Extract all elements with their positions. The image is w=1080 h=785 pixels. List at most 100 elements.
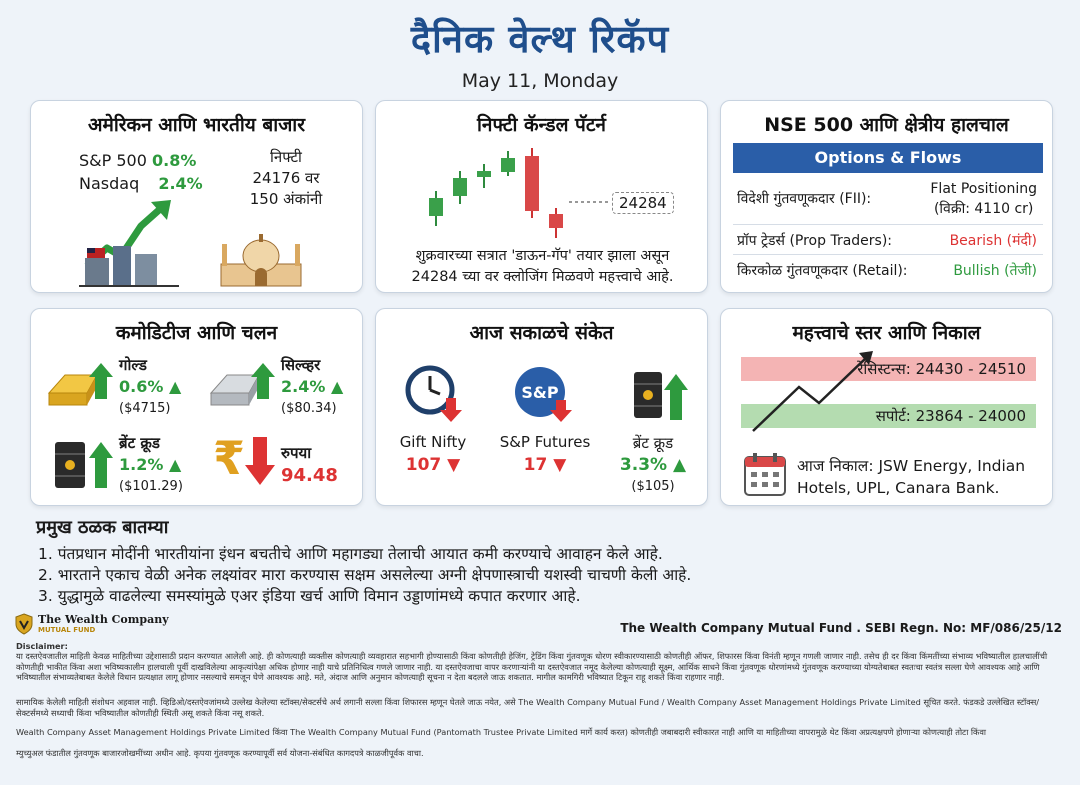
candle-chart-icon [429,148,609,238]
sebi-registration: The Wealth Company Mutual Fund . SEBI Re… [620,621,1062,635]
us-market-illustration-icon [79,200,179,287]
silver-pct: 2.4% ▲ [281,377,343,396]
fii-value: Flat Positioning (विक्री: 4110 cr) [930,179,1037,219]
sp500-label: S&P 500 [79,151,147,170]
prop-label: प्रॉप ट्रेडर्स (Prop Traders): [737,233,893,249]
fii-value-line1: Flat Positioning [930,181,1037,197]
support-band: सपोर्ट: 23864 - 24000 [741,404,1036,428]
levels-card: महत्त्वाचे स्तर आणि निकाल रेसिस्टन्स: 24… [720,308,1053,506]
nifty-text: निफ्टी 24176 वर 150 अंकांनी [231,147,341,210]
nifty-line1: निफ्टी [270,148,302,166]
sp-futures-value-text: 17 [523,455,548,475]
gift-nifty-value-text: 107 [405,455,442,475]
candle-description: शुक्रवारच्या सत्रात 'डाऊन-गॅप' तयार झाला… [376,246,709,288]
sp500-value: 0.8% [152,151,197,170]
candle-desc-line2: 24284 च्या वर क्लोजिंग मिळवणे महत्त्वाचे… [411,269,674,285]
cues-card: आज सकाळचे संकेत Gift Nifty 107 ▼ S&P S&P… [375,308,708,506]
sp-futures-value: 17 ▼ [490,455,600,475]
sp-futures-icon [515,367,572,422]
brent-price: ($101.29) [119,479,183,494]
rupee-name: रुपया [281,444,312,462]
nifty-line3: 150 अंकांनी [249,190,323,208]
commodities-title: कमोडिटीज आणि चलन [115,322,278,344]
prop-value: Bearish (मंदी) [949,233,1037,249]
disclaimer-para2: सामायिक केलेली माहिती संशोधन अहवाल नाही.… [16,697,1039,718]
markets-title: अमेरिकन आणि भारतीय बाजार [87,114,305,136]
prop-row: प्रॉप ट्रेडर्स (Prop Traders): Bearish (… [733,225,1043,255]
silver-bar-icon [209,363,275,406]
up-arrow-icon: ▲ [330,377,344,396]
logo-name: The Wealth Company [38,613,169,626]
nasdaq-value: 2.4% [158,174,203,193]
gold-pct: 0.6% ▲ [119,377,181,396]
fii-label: विदेशी गुंतवणूकदार (FII): [737,191,872,207]
cue-brent-value-text: 3.3% [619,455,668,475]
oil-barrel-icon [634,372,688,420]
up-arrow-icon: ▲ [168,455,182,474]
page-title: दैनिक वेल्थ रिकॅप [410,17,670,61]
levels-title: महत्त्वाचे स्तर आणि निकाल [792,322,981,344]
clock-icon [405,365,462,422]
fii-row: विदेशी गुंतवणूकदार (FII): Flat Positioni… [733,175,1043,225]
results-line2: Hotels, UPL, Canara Bank. [797,479,1000,497]
brent-pct: 1.2% ▲ [119,455,181,474]
candle-desc-line1: शुक्रवारच्या सत्रात 'डाऊन-गॅप' तयार झाला… [415,248,670,264]
logo-shield-icon [15,613,33,635]
oil-barrel-icon [55,442,113,488]
down-arrow-icon: ▼ [553,455,567,475]
resistance-band: रेसिस्टन्स: 24430 - 24510 [741,357,1036,381]
sp-futures-name: S&P Futures [499,433,591,451]
brent-name: ब्रेंट क्रूड [119,434,160,452]
gold-pct-text: 0.6% [119,377,164,396]
cue-brent-value: 3.3% ▲ [598,455,708,475]
commodities-card: कमोडिटीज आणि चलन गोल्ड 0.6% ▲ ($4715) सि… [30,308,363,506]
candle-card: निफ्टी कॅन्डल पॅटर्न 24284 शुक्रवारच्या … [375,100,708,293]
candle-title: निफ्टी कॅन्डल पॅटर्न [477,114,606,136]
nifty-line2: 24176 वर [252,169,320,187]
silver-pct-text: 2.4% [281,377,326,396]
gold-bar-icon [47,363,113,406]
candle-level-box: 24284 [612,192,674,214]
cues-title: आज सकाळचे संकेत [469,322,614,344]
results-line1: आज निकाल: JSW Energy, Indian [797,457,1026,475]
gift-nifty-value: 107 ▼ [378,455,488,475]
rupee-value: 94.48 [281,465,338,486]
news-item: 1. पंतप्रधान मोदींनी भारतीयांना इंधन बचत… [38,545,663,563]
markets-card: अमेरिकन आणि भारतीय बाजार S&P 500 0.8% Na… [30,100,363,293]
silver-name: सिल्व्हर [281,356,321,374]
retail-value: Bullish (तेजी) [953,263,1037,279]
trend-line-icon [752,351,873,432]
page-date: May 11, Monday [461,70,619,92]
down-arrow-icon: ▼ [447,455,461,475]
news-item: 2. भारताने एकाच वेळी अनेक लक्ष्यांवर मार… [38,566,692,584]
nasdaq-row: Nasdaq 2.4% [79,174,203,193]
nse-card: NSE 500 आणि क्षेत्रीय हालचाल Options & F… [720,100,1053,293]
rupee-symbol-icon: ₹ [213,431,246,485]
up-arrow-icon: ▲ [673,455,687,475]
retail-label: किरकोळ गुंतवणूकदार (Retail): [737,263,908,279]
cue-brent-name: ब्रेंट क्रूड [632,434,674,452]
news-title: प्रमुख ठळक बातम्या [36,517,169,538]
cue-brent-price: ($105) [631,479,675,494]
brent-pct-text: 1.2% [119,455,164,474]
gift-nifty-name: Gift Nifty [399,433,467,451]
disclaimer-para3: Wealth Company Asset Management Holdings… [16,727,986,737]
gold-price: ($4715) [119,401,171,416]
disclaimer-title: Disclaimer: [16,641,68,651]
news-item: 3. युद्धामुळे वाढलेल्या समस्यांमुळे एअर … [38,587,581,605]
logo-sub: MUTUAL FUND [38,626,96,634]
retail-row: किरकोळ गुंतवणूकदार (Retail): Bullish (ते… [733,255,1043,285]
disclaimer-para4: म्युच्युअल फंडातील गुंतवणूक बाजारजोखमींच… [16,748,424,758]
nasdaq-label: Nasdaq [79,174,140,193]
down-arrow-icon [245,437,275,485]
sp-logo-text: S&P [521,383,559,402]
nse-title: NSE 500 आणि क्षेत्रीय हालचाल [764,114,1009,136]
gold-name: गोल्ड [119,356,147,374]
disclaimer-para1: या दस्तऐवजातील माहिती केवळ माहितीच्या उद… [16,651,1048,682]
calendar-icon [744,453,786,496]
sp500-row: S&P 500 0.8% [79,151,196,170]
india-monument-icon [220,234,302,287]
fii-value-line2: (विक्री: 4110 cr) [933,201,1034,217]
options-flows-header: Options & Flows [733,143,1043,173]
up-arrow-icon: ▲ [168,377,182,396]
